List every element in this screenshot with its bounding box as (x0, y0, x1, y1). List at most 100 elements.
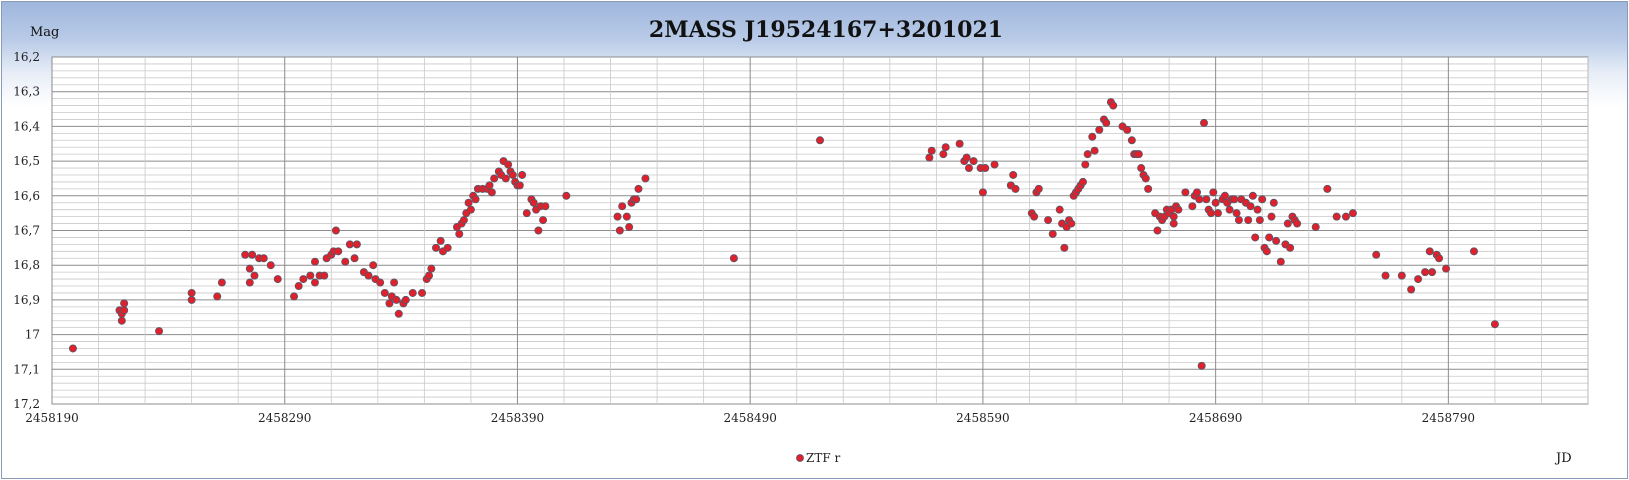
data-point (1323, 184, 1332, 193)
data-point (1341, 212, 1350, 221)
legend-marker (796, 454, 804, 462)
data-point (352, 240, 361, 249)
data-point (1246, 202, 1255, 211)
data-point (1397, 271, 1406, 280)
data-point (990, 160, 999, 169)
y-axis-label: Mag (30, 25, 59, 40)
y-tick-label: 16,2 (13, 50, 40, 64)
data-point (927, 146, 936, 155)
data-point (485, 181, 494, 190)
data-point (1141, 174, 1150, 183)
x-tick-label: 2458390 (491, 411, 544, 425)
data-point (1109, 101, 1118, 110)
data-point (939, 150, 948, 159)
data-point (615, 226, 624, 235)
data-point (425, 271, 434, 280)
data-point (1220, 191, 1229, 200)
data-point (964, 164, 973, 173)
data-point (1469, 247, 1478, 256)
x-tick-label: 2458290 (258, 411, 311, 425)
data-point (1011, 184, 1020, 193)
data-point (1195, 195, 1204, 204)
data-point (487, 188, 496, 197)
data-point (529, 198, 538, 207)
data-point (1134, 150, 1143, 159)
data-point (217, 278, 226, 287)
data-point (464, 198, 473, 207)
data-point (345, 240, 354, 249)
data-point (1244, 216, 1253, 225)
data-point (941, 143, 950, 152)
data-point (1044, 216, 1053, 225)
data-point (1435, 254, 1444, 263)
x-tick-label: 2458590 (956, 411, 1009, 425)
data-point (1102, 118, 1111, 127)
x-tick-labels: 2458190 2458290 2458390 2458490 2458590 24586… (25, 411, 1475, 425)
x-axis-label: JD (1554, 451, 1572, 466)
data-point (443, 243, 452, 252)
chart-title: 2MASS J19524167+3201021 (649, 17, 1003, 43)
data-point (962, 153, 971, 162)
data-point (1193, 188, 1202, 197)
data-point (248, 250, 257, 259)
data-point (455, 229, 464, 238)
data-point (306, 271, 315, 280)
data-point (1095, 125, 1104, 134)
data-point (364, 271, 373, 280)
data-point (1078, 177, 1087, 186)
data-point (1188, 202, 1197, 211)
data-point (534, 226, 543, 235)
data-point (1332, 212, 1341, 221)
data-point (369, 261, 378, 270)
data-point (618, 202, 627, 211)
data-point (1090, 146, 1099, 155)
data-point (816, 136, 825, 145)
x-tick-label: 2458790 (1422, 411, 1475, 425)
data-point (241, 250, 250, 259)
data-point (562, 191, 571, 200)
x-tick-label: 2458490 (723, 411, 776, 425)
data-point (1067, 219, 1076, 228)
data-point (1372, 250, 1381, 259)
y-tick-label: 17,2 (13, 397, 40, 411)
data-point (508, 170, 517, 179)
data-point (1197, 361, 1206, 370)
data-point (1276, 257, 1285, 266)
data-point (625, 223, 634, 232)
data-point (1213, 209, 1222, 218)
data-point (418, 288, 427, 297)
data-point (1127, 136, 1136, 145)
data-point (1248, 191, 1257, 200)
data-point (1048, 229, 1057, 238)
y-tick-label: 16,4 (13, 119, 40, 133)
data-point (245, 264, 254, 273)
data-point (613, 212, 622, 221)
data-point (334, 247, 343, 256)
data-point (490, 174, 499, 183)
data-point (1234, 216, 1243, 225)
data-point (1269, 198, 1278, 207)
data-point (1055, 205, 1064, 214)
data-point (539, 216, 548, 225)
data-point (385, 299, 394, 308)
data-point (1428, 268, 1437, 277)
data-point (1272, 236, 1281, 245)
data-point (1283, 219, 1292, 228)
data-point (978, 188, 987, 197)
data-point (634, 184, 643, 193)
x-tick-label: 2458190 (25, 411, 78, 425)
y-tick-labels: 16,2 16,3 16,4 16,5 16,6 16,7 16,8 16,9 17 17,1 17… (13, 50, 40, 411)
data-point (1414, 275, 1423, 284)
data-point (1348, 209, 1357, 218)
data-point (1293, 219, 1302, 228)
data-point (310, 257, 319, 266)
y-tick-label: 16,8 (13, 258, 40, 272)
data-point (1258, 195, 1267, 204)
y-tick-label: 16,9 (13, 293, 40, 307)
data-point (273, 275, 282, 284)
data-point (969, 157, 978, 166)
data-point (1311, 223, 1320, 232)
data-point (729, 254, 738, 263)
data-point (1206, 209, 1215, 218)
data-point (522, 209, 531, 218)
